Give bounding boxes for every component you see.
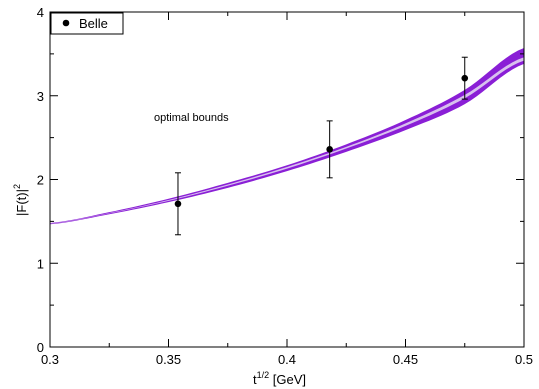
x-tick-label: 0.5 [515, 352, 533, 367]
data-point [461, 74, 469, 82]
y-tick-label: 3 [37, 89, 44, 104]
x-axis-label: t1/2 [GeV] [253, 370, 306, 387]
x-tick-label: 0.35 [156, 352, 181, 367]
data-point [326, 146, 333, 153]
y-tick-label: 0 [37, 340, 44, 355]
data-points-layer [174, 56, 469, 236]
legend: Belle [50, 12, 124, 35]
y-tick-label: 4 [37, 5, 44, 20]
y-axis-label: |F(t)|2 [12, 184, 29, 216]
y-tick-label: 1 [37, 256, 44, 271]
annotation-optimal-bounds: optimal bounds [154, 112, 229, 124]
data-point [174, 200, 182, 208]
optimal-bounds-band-inner [50, 57, 524, 224]
band-layer [50, 48, 524, 225]
legend-marker-belle [62, 19, 70, 27]
x-tick-label: 0.4 [278, 352, 296, 367]
y-tick-label: 2 [37, 173, 44, 188]
x-tick-label: 0.3 [41, 352, 59, 367]
optimal-bounds-band [50, 48, 524, 225]
legend-box [50, 12, 124, 35]
ticks-layer: 0.3 0.35 0.4 0.45 0.5 0 1 2 3 4 [37, 5, 533, 367]
legend-label-belle: Belle [79, 16, 108, 31]
plot-frame [49, 11, 525, 348]
x-tick-label: 0.45 [393, 352, 418, 367]
